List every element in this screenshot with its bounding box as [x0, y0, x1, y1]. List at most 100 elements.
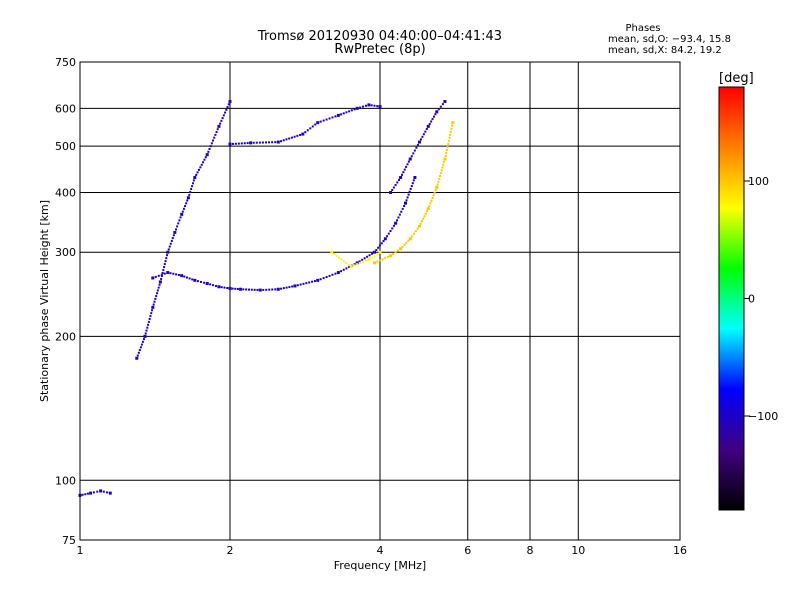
- echo-point: [367, 103, 371, 107]
- echo-fill-point: [432, 115, 435, 118]
- echo-fill-point: [335, 254, 338, 257]
- y-tick-label: 100: [55, 474, 76, 487]
- echo-fill-point: [371, 252, 374, 255]
- echo-point: [205, 153, 209, 157]
- y-tick-label: 200: [55, 330, 76, 343]
- echo-fill-point: [441, 103, 444, 106]
- echo-fill-point: [345, 267, 348, 270]
- echo-fill-point: [342, 260, 345, 263]
- echo-fill-point: [353, 108, 356, 111]
- echo-fill-point: [178, 219, 181, 222]
- echo-fill-point: [322, 277, 325, 280]
- echo-fill-point: [446, 145, 449, 148]
- echo-fill-point: [413, 149, 416, 152]
- echo-fill-point: [169, 242, 172, 245]
- echo-fill-point: [397, 249, 400, 252]
- echo-fill-point: [434, 113, 437, 116]
- stats-line-x: mean, sd,X: 84.2, 19.2: [608, 45, 722, 56]
- echo-fill-point: [231, 142, 234, 145]
- echo-fill-point: [448, 136, 451, 139]
- echo-fill-point: [376, 260, 379, 263]
- echo-fill-point: [422, 217, 425, 220]
- echo-point: [108, 491, 112, 495]
- echo-fill-point: [179, 216, 182, 219]
- echo-fill-point: [160, 277, 163, 280]
- echo-point: [336, 271, 340, 275]
- echo-fill-point: [392, 186, 395, 189]
- echo-fill-point: [347, 263, 350, 266]
- echo-point: [355, 261, 359, 265]
- echo-fill-point: [428, 122, 431, 125]
- echo-fill-point: [411, 235, 414, 238]
- echo-fill-point: [139, 346, 142, 349]
- echo-fill-point: [212, 284, 215, 287]
- echo-fill-point: [157, 286, 160, 289]
- echo-fill-point: [363, 257, 366, 260]
- echo-fill-point: [161, 272, 164, 275]
- echo-fill-point: [299, 283, 302, 286]
- echo-fill-point: [96, 490, 99, 493]
- echo-fill-point: [207, 150, 210, 153]
- echo-fill-point: [431, 197, 434, 200]
- echo-trace-4: [228, 103, 382, 146]
- echo-fill-point: [145, 329, 148, 332]
- echo-fill-point: [163, 272, 166, 275]
- echo-fill-point: [401, 245, 404, 248]
- echo-point: [228, 142, 232, 146]
- echo-fill-point: [425, 127, 428, 130]
- echo-fill-point: [370, 256, 373, 259]
- y-tick-label: 75: [62, 534, 76, 547]
- echo-fill-point: [437, 108, 440, 111]
- echo-fill-point: [216, 128, 219, 131]
- echo-fill-point: [234, 142, 237, 145]
- echo-point: [316, 121, 320, 125]
- y-tick-label: 400: [55, 186, 76, 199]
- echo-fill-point: [333, 253, 336, 256]
- echo-point: [399, 247, 403, 251]
- echo-fill-point: [345, 111, 348, 114]
- echo-fill-point: [296, 284, 299, 287]
- echo-fill-point: [382, 240, 385, 243]
- echo-point: [228, 286, 232, 290]
- echo-fill-point: [253, 288, 256, 291]
- echo-fill-point: [102, 490, 105, 493]
- echo-fill-point: [386, 255, 389, 258]
- echo-fill-point: [433, 191, 436, 194]
- echo-fill-point: [437, 180, 440, 183]
- echo-fill-point: [442, 163, 445, 166]
- echo-fill-point: [189, 190, 192, 193]
- echo-trace-5: [373, 121, 455, 265]
- echo-point: [399, 175, 403, 179]
- echo-fill-point: [271, 141, 274, 144]
- echo-fill-point: [325, 118, 328, 121]
- echo-fill-point: [428, 205, 431, 208]
- echo-fill-point: [328, 274, 331, 277]
- echo-fill-point: [234, 287, 237, 290]
- echo-point: [413, 175, 417, 179]
- echo-point: [239, 287, 243, 291]
- echo-fill-point: [331, 116, 334, 119]
- echo-fill-point: [429, 202, 432, 205]
- echo-fill-point: [381, 258, 384, 261]
- echo-point: [367, 257, 371, 261]
- colorbar-gradient: [718, 86, 745, 511]
- echo-point: [417, 140, 421, 144]
- echo-fill-point: [407, 239, 410, 242]
- echo-fill-point: [311, 125, 314, 128]
- echo-fill-point: [449, 130, 452, 133]
- echo-fill-point: [340, 113, 343, 116]
- echo-fill-point: [268, 141, 271, 144]
- echo-trace-1: [78, 489, 112, 497]
- echo-fill-point: [447, 142, 450, 145]
- echo-fill-point: [334, 115, 337, 118]
- echo-fill-point: [445, 148, 448, 151]
- echo-fill-point: [92, 491, 95, 494]
- echo-point: [89, 491, 93, 495]
- echo-fill-point: [319, 120, 322, 123]
- echo-fill-point: [416, 227, 419, 230]
- echo-fill-point: [184, 205, 187, 208]
- echo-fill-point: [353, 263, 356, 266]
- echo-fill-point: [86, 492, 89, 495]
- x-tick-label: 16: [673, 544, 687, 557]
- echo-fill-point: [153, 300, 156, 303]
